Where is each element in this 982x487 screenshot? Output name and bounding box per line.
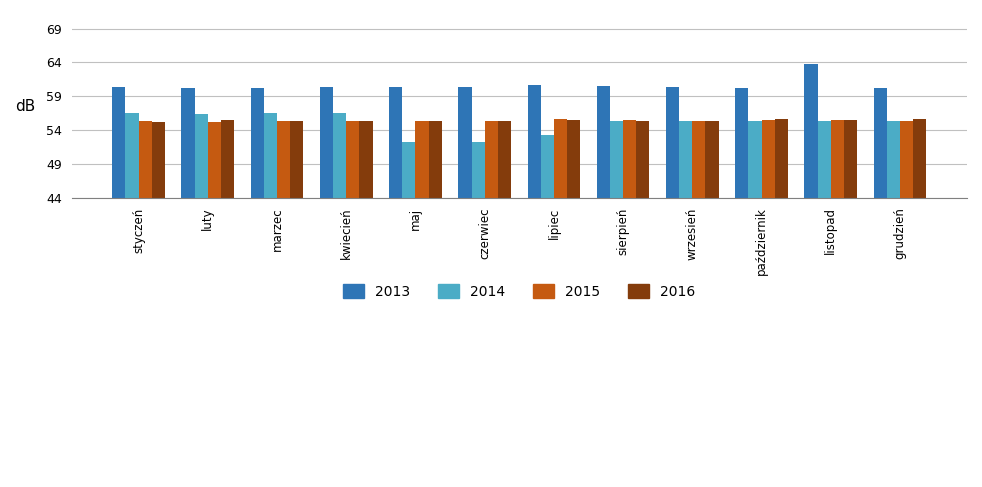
Bar — [610, 121, 624, 198]
Bar — [359, 121, 372, 198]
Bar — [250, 88, 264, 198]
Bar — [804, 64, 818, 198]
Bar — [415, 121, 428, 198]
Bar — [874, 88, 887, 198]
Bar — [471, 142, 485, 198]
Bar — [527, 85, 541, 198]
Bar — [151, 122, 165, 198]
Bar — [887, 121, 900, 198]
Bar — [748, 121, 762, 198]
Bar — [389, 88, 403, 198]
Bar — [112, 88, 126, 198]
Bar — [126, 113, 138, 198]
Bar — [900, 121, 913, 198]
Bar — [403, 142, 415, 198]
Bar — [736, 88, 748, 198]
Bar — [320, 87, 333, 198]
Bar — [666, 88, 680, 198]
Bar — [762, 120, 775, 198]
Bar — [567, 120, 580, 198]
Bar — [818, 121, 831, 198]
Bar — [624, 120, 636, 198]
Bar — [844, 120, 857, 198]
Bar — [194, 114, 208, 198]
Bar — [347, 121, 359, 198]
Bar — [290, 121, 303, 198]
Bar — [705, 121, 719, 198]
Bar — [597, 86, 610, 198]
Bar — [913, 119, 926, 198]
Bar — [333, 113, 347, 198]
Bar — [221, 120, 234, 198]
Bar — [636, 121, 649, 198]
Bar — [138, 121, 151, 198]
Bar — [459, 88, 471, 198]
Bar — [428, 121, 442, 198]
Bar — [498, 121, 511, 198]
Bar — [264, 113, 277, 198]
Bar — [680, 121, 692, 198]
Legend: 2013, 2014, 2015, 2016: 2013, 2014, 2015, 2016 — [338, 278, 701, 304]
Bar — [182, 88, 194, 198]
Y-axis label: dB: dB — [15, 99, 35, 114]
Bar — [692, 121, 705, 198]
Bar — [208, 122, 221, 198]
Bar — [554, 119, 567, 198]
Bar — [775, 119, 788, 198]
Bar — [831, 120, 844, 198]
Bar — [541, 135, 554, 198]
Bar — [485, 121, 498, 198]
Bar — [277, 121, 290, 198]
